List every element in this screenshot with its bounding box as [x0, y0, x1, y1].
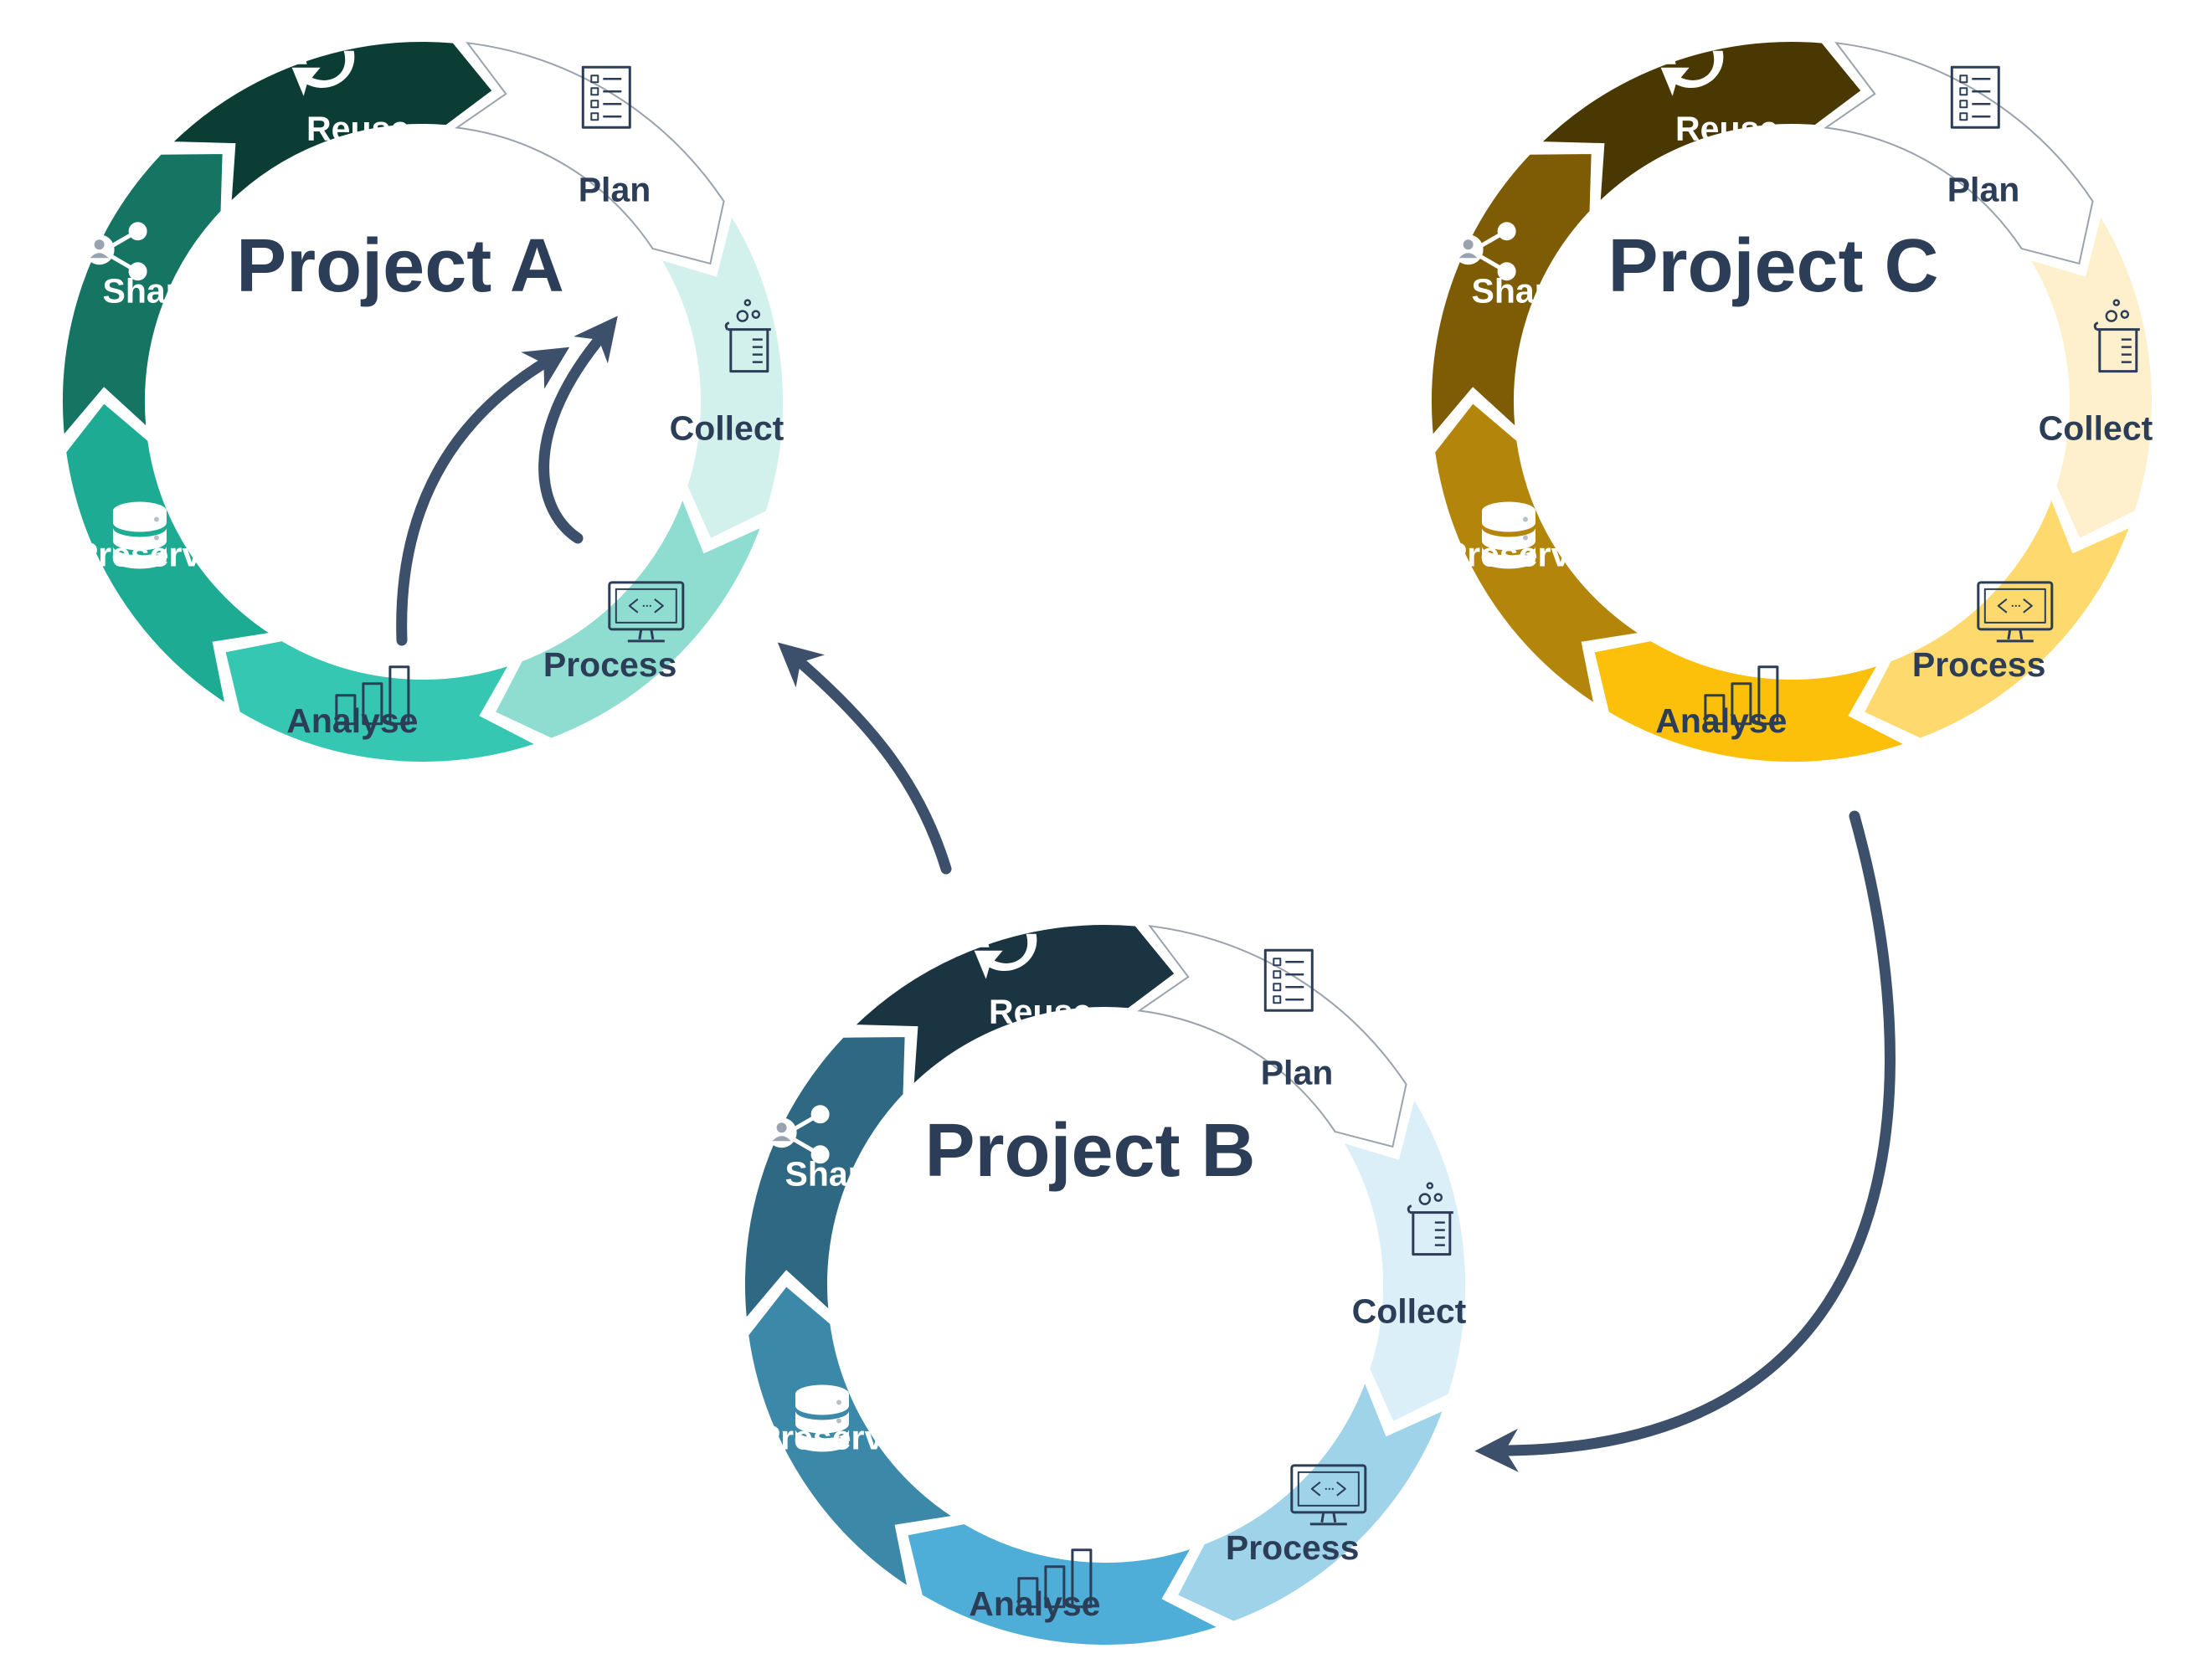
bar-chart-icon: [335, 665, 410, 726]
project-a-label-analyse: Analyse: [286, 701, 418, 740]
project-a-label-process: Process: [543, 645, 677, 684]
project-a-label-preserve: Preserve: [75, 535, 220, 573]
arrow-analyse-to-collect: [396, 347, 570, 646]
project-a-segment-plan: [455, 42, 725, 265]
project-a-segments: Plan Collect Process Analyse Preserve Share Re…: [59, 18, 786, 765]
project-c-label-process: Process: [1912, 645, 2046, 684]
share-user-icon: [766, 1105, 830, 1164]
monitor-code-icon: [1290, 1464, 1367, 1526]
project-c-label-reuse: Reuse: [1675, 109, 1778, 147]
project-a-label-plan: Plan: [579, 170, 651, 208]
share-user-icon: [84, 222, 147, 281]
project-b-title: Project B: [924, 1109, 1255, 1193]
monitor-code-icon: [608, 581, 685, 643]
project-b-label-preserve: Preserve: [758, 1418, 903, 1456]
project-a-cycle: Plan Collect Process Analyse Preserve Share Re…: [59, 18, 786, 765]
database-icon: [795, 1384, 849, 1452]
project-b-segment-plan: [1137, 925, 1407, 1148]
project-b-label-collect: Collect: [1352, 1291, 1467, 1330]
project-b-segment-process: [1173, 1374, 1448, 1625]
beaker-icon: [2093, 299, 2140, 373]
project-b-label-share: Share: [784, 1154, 880, 1193]
project-b-segments: Plan Collect Process Analyse Preserve Share Re…: [742, 901, 1469, 1648]
project-a-label-collect: Collect: [670, 408, 784, 447]
arrow-process-to-collect: [538, 316, 618, 544]
project-b-label-reuse: Reuse: [989, 992, 1092, 1030]
share-user-icon: [1453, 222, 1516, 281]
beaker-icon: [1407, 1182, 1453, 1256]
project-a-segment-reuse: [166, 39, 496, 209]
project-c-label-collect: Collect: [2039, 408, 2153, 447]
project-c-segment-reuse: [1535, 39, 1865, 209]
checklist-icon: [581, 65, 631, 129]
project-c-segment-plan: [1824, 42, 2094, 265]
project-c-segment-preserve: [1432, 398, 1647, 710]
bar-chart-icon: [1017, 1548, 1093, 1609]
project-c-cycle: Plan Collect Process Analyse Preserve Share Re…: [1428, 18, 2155, 765]
beaker-icon: [724, 299, 771, 373]
project-c-label-analyse: Analyse: [1655, 701, 1787, 740]
project-b-segment-preserve: [745, 1281, 960, 1593]
checklist-icon: [1950, 65, 2000, 129]
project-b-label-analyse: Analyse: [969, 1584, 1100, 1623]
database-icon: [112, 501, 167, 569]
project-b-label-process: Process: [1226, 1528, 1360, 1567]
refresh-icon: [291, 18, 359, 96]
project-b-cycle: Plan Collect Process Analyse Preserve Share Re…: [742, 901, 1469, 1648]
arrow-project-c-to-project-b: [1474, 810, 1896, 1472]
refresh-icon: [974, 901, 1042, 979]
database-icon: [1481, 501, 1536, 569]
project-b-segment-reuse: [848, 922, 1179, 1092]
project-a-label-share: Share: [102, 271, 198, 310]
project-b-segment-share: [742, 1033, 908, 1326]
refresh-icon: [1660, 18, 1728, 96]
project-c-segment-collect: [2024, 208, 2155, 543]
project-a-segment-collect: [655, 208, 786, 543]
checklist-icon: [1263, 948, 1314, 1012]
project-a-segment-share: [59, 150, 226, 443]
arrow-project-b-to-project-a: [777, 642, 952, 875]
project-c-title: Project C: [1608, 224, 1938, 308]
bar-chart-icon: [1704, 665, 1779, 726]
project-a-title: Project A: [236, 224, 564, 308]
project-b-segment-collect: [1337, 1091, 1469, 1426]
monitor-code-icon: [1977, 581, 2054, 643]
project-b-label-plan: Plan: [1261, 1053, 1334, 1091]
project-c-segment-process: [1860, 491, 2135, 742]
project-a-segment-preserve: [63, 398, 278, 710]
project-c-label-preserve: Preserve: [1444, 535, 1589, 573]
project-c-segments: Plan Collect Process Analyse Preserve Share Re…: [1428, 18, 2155, 765]
project-a-segment-process: [491, 491, 766, 742]
project-c-label-share: Share: [1471, 271, 1566, 310]
project-c-label-plan: Plan: [1947, 170, 2020, 208]
project-a-label-reuse: Reuse: [306, 109, 409, 147]
project-c-segment-share: [1428, 150, 1595, 443]
